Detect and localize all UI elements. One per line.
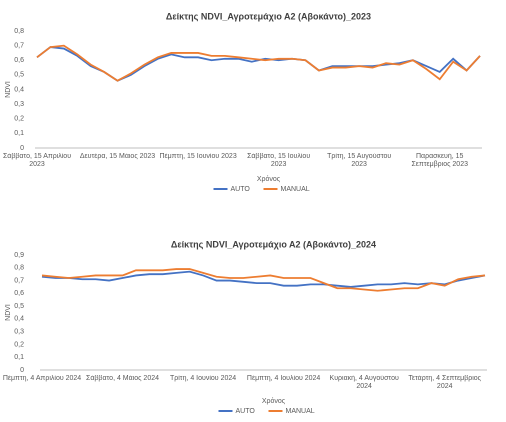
y-tick-label: 0,4 xyxy=(14,316,24,323)
x-tick-label-box: Πέμπτη, 4 Απριλίου 2024 xyxy=(2,375,82,382)
x-axis-label: Χρόνος xyxy=(262,397,286,405)
y-tick-label: 0,8 xyxy=(14,265,24,272)
legend-label: AUTO xyxy=(236,408,256,415)
y-tick-label: 0,5 xyxy=(14,303,24,310)
y-tick-label: 0,2 xyxy=(14,116,24,123)
chart-title: Δείκτης NDVI_Αγροτεμάχιο Α2 (Αβοκάντο)_2… xyxy=(166,11,371,21)
x-tick-label-box: Παρασκευή, 15 Σεπτεμβριος 2023 xyxy=(411,153,468,168)
x-tick-label-box: Σάββατο, 4 Μάιος 2024 xyxy=(86,375,160,382)
y-tick-label: 0,6 xyxy=(14,290,24,297)
x-tick-label-box: Πέμπτη, 4 Ιουλίου 2024 xyxy=(246,375,321,382)
y-tick-label: 0,1 xyxy=(14,130,24,137)
legend-label: MANUAL xyxy=(286,408,315,415)
x-tick-label: Τρίτη, 4 Ιουνίου 2024 xyxy=(169,375,237,382)
x-tick-label: Σάββατο, 15 Απριλίου 2023 xyxy=(2,153,72,168)
x-tick-label-box: Σάββατο, 15 Απριλίου 2023 xyxy=(2,153,72,168)
x-tick-label: Σάββατο, 4 Μάιος 2024 xyxy=(86,375,160,382)
y-tick-label: 0,4 xyxy=(14,86,24,93)
x-tick-label-box: Πέμπτη, 15 Ιουνίου 2023 xyxy=(159,153,237,160)
y-axis-label: NDVI xyxy=(5,81,12,98)
x-tick-label-box: Τετάρτη, 4 Σεπτεμβριος 2024 xyxy=(408,375,482,390)
y-tick-label: 0,2 xyxy=(14,341,24,348)
x-tick-label-box: Τρίτη, 15 Αυγούστου 2023 xyxy=(327,153,392,168)
y-tick-label: 0,5 xyxy=(14,72,24,79)
x-tick-label: Πέμπτη, 4 Ιουλίου 2024 xyxy=(246,375,321,382)
data-line xyxy=(36,44,481,82)
y-tick-label: 0,3 xyxy=(14,329,24,336)
y-tick-label: 0,8 xyxy=(14,28,24,35)
x-tick-label-box: Σάββατο, 15 Ιουλίου 2023 xyxy=(247,153,311,168)
x-tick-label-box: Τρίτη, 4 Ιουνίου 2024 xyxy=(169,375,237,382)
x-tick-label: Δευτέρα, 15 Μάιος 2023 xyxy=(79,153,156,160)
y-axis-label: NDVI xyxy=(5,304,12,321)
x-tick-label: Τρίτη, 15 Αυγούστου 2023 xyxy=(327,153,392,168)
x-tick-label: Πέμπτη, 4 Απριλίου 2024 xyxy=(2,375,82,382)
y-tick-label: 0,1 xyxy=(14,354,24,361)
legend-label: AUTO xyxy=(231,186,251,193)
x-tick-label: Παρασκευή, 15 Σεπτεμβριος 2023 xyxy=(411,153,468,168)
x-tick-label-box: Κυριακή, 4 Αυγούστου 2024 xyxy=(329,375,399,390)
y-tick-label: 0,7 xyxy=(14,277,24,284)
data-line xyxy=(41,268,486,292)
y-tick-label: 0,9 xyxy=(14,252,24,259)
chart-title: Δείκτης NDVI_Αγροτεμάχιο Α2 (Αβοκάντο)_2… xyxy=(171,239,376,249)
x-tick-label: Τετάρτη, 4 Σεπτεμβριος 2024 xyxy=(408,375,482,390)
y-tick-label: 0 xyxy=(20,367,24,374)
x-tick-label: Πέμπτη, 15 Ιουνίου 2023 xyxy=(159,153,237,160)
x-tick-label-box: Δευτέρα, 15 Μάιος 2023 xyxy=(79,153,156,160)
x-tick-label: Σάββατο, 15 Ιουλίου 2023 xyxy=(247,153,311,168)
x-tick-label: Κυριακή, 4 Αυγούστου 2024 xyxy=(329,375,399,390)
legend-label: MANUAL xyxy=(281,186,310,193)
data-line xyxy=(36,46,481,82)
y-tick-label: 0,3 xyxy=(14,101,24,108)
data-line xyxy=(41,270,486,288)
y-tick-label: 0,7 xyxy=(14,42,24,49)
x-axis-label: Χρόνος xyxy=(257,175,281,183)
y-tick-label: 0,6 xyxy=(14,57,24,64)
y-tick-label: 0 xyxy=(20,145,24,152)
